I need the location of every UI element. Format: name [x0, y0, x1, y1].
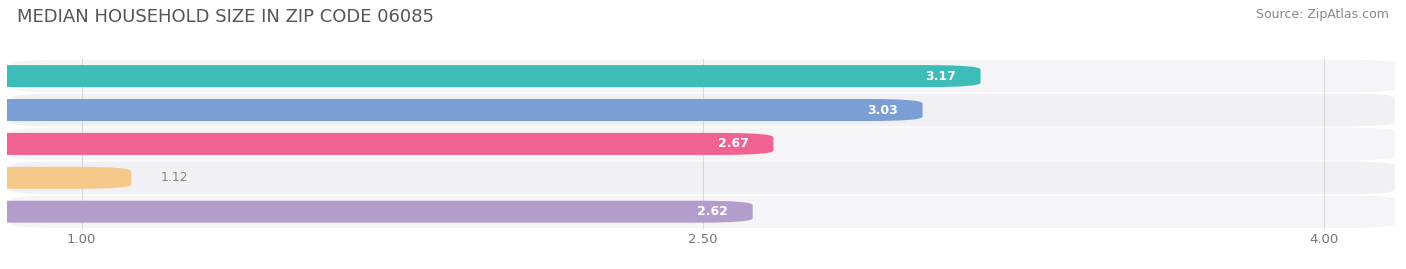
FancyBboxPatch shape — [0, 65, 980, 87]
Text: Source: ZipAtlas.com: Source: ZipAtlas.com — [1256, 8, 1389, 21]
FancyBboxPatch shape — [11, 162, 1395, 194]
FancyBboxPatch shape — [11, 60, 1395, 92]
FancyBboxPatch shape — [11, 128, 1395, 160]
Text: 1.12: 1.12 — [160, 171, 188, 184]
FancyBboxPatch shape — [0, 201, 752, 223]
Text: 3.17: 3.17 — [925, 70, 956, 83]
Text: 2.62: 2.62 — [697, 205, 728, 218]
FancyBboxPatch shape — [0, 99, 922, 121]
Text: 2.67: 2.67 — [717, 137, 748, 150]
FancyBboxPatch shape — [0, 133, 773, 155]
Text: 3.03: 3.03 — [868, 104, 897, 116]
FancyBboxPatch shape — [0, 167, 131, 189]
FancyBboxPatch shape — [11, 94, 1395, 126]
FancyBboxPatch shape — [11, 196, 1395, 228]
Text: MEDIAN HOUSEHOLD SIZE IN ZIP CODE 06085: MEDIAN HOUSEHOLD SIZE IN ZIP CODE 06085 — [17, 8, 434, 26]
